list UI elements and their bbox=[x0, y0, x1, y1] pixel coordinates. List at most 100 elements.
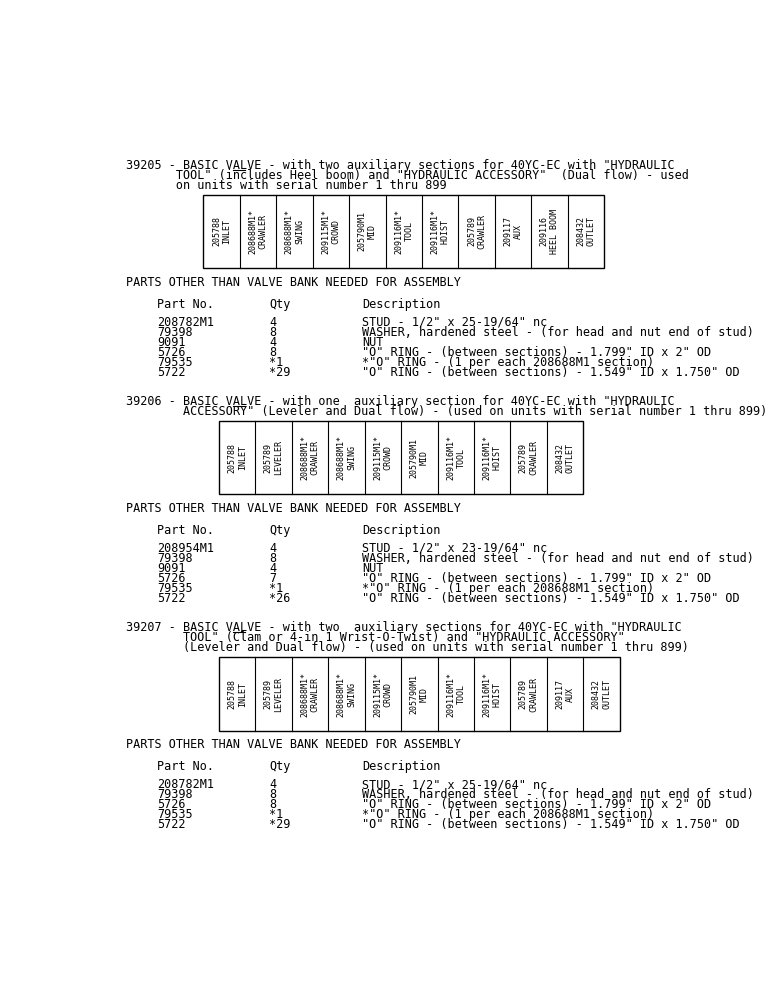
Text: 39207 - BASIC VALVE - with two  auxiliary sections for 40YC-EC with "HYDRAULIC: 39207 - BASIC VALVE - with two auxiliary… bbox=[126, 621, 682, 634]
Text: 205789
LEVELER: 205789 LEVELER bbox=[264, 677, 283, 712]
Text: *"O" RING - (1 per each 208688M1 section): *"O" RING - (1 per each 208688M1 section… bbox=[362, 582, 655, 595]
Text: 9091: 9091 bbox=[157, 562, 185, 575]
Text: "O" RING - (between sections) - 1.549" ID x 1.750" OD: "O" RING - (between sections) - 1.549" I… bbox=[362, 592, 740, 605]
Text: (Leveler and Dual flow) - (used on units with serial number 1 thru 899): (Leveler and Dual flow) - (used on units… bbox=[126, 641, 689, 654]
Text: 208688M1*
SWING: 208688M1* SWING bbox=[337, 672, 356, 717]
Text: 209117
AUX: 209117 AUX bbox=[555, 679, 574, 709]
Text: 205788
INLET: 205788 INLET bbox=[228, 679, 247, 709]
Text: 208432
OUTLET: 208432 OUTLET bbox=[555, 443, 574, 473]
Text: 9091: 9091 bbox=[157, 336, 185, 349]
Text: PARTS OTHER THAN VALVE BANK NEEDED FOR ASSEMBLY: PARTS OTHER THAN VALVE BANK NEEDED FOR A… bbox=[126, 738, 461, 751]
Text: 209116
HEEL BOOM: 209116 HEEL BOOM bbox=[540, 209, 559, 254]
Text: *1: *1 bbox=[269, 356, 283, 369]
Text: 208782M1: 208782M1 bbox=[157, 316, 214, 329]
Text: TOOL" (includes Heel boom) and "HYDRAULIC ACCESSORY"  (Dual flow) - used: TOOL" (includes Heel boom) and "HYDRAULI… bbox=[126, 169, 689, 182]
Text: 205788
INLET: 205788 INLET bbox=[212, 216, 232, 246]
Text: 79535: 79535 bbox=[157, 356, 192, 369]
Text: *"O" RING - (1 per each 208688M1 section): *"O" RING - (1 per each 208688M1 section… bbox=[362, 808, 655, 821]
Text: 209116M1*
HOIST: 209116M1* HOIST bbox=[482, 672, 502, 717]
Text: 8: 8 bbox=[269, 798, 276, 811]
Text: *29: *29 bbox=[269, 366, 291, 379]
Text: 205790M1
MID: 205790M1 MID bbox=[410, 674, 429, 714]
Text: *"O" RING - (1 per each 208688M1 section): *"O" RING - (1 per each 208688M1 section… bbox=[362, 356, 655, 369]
Text: 5722: 5722 bbox=[157, 818, 185, 831]
Text: 209116M1*
TOOL: 209116M1* TOOL bbox=[394, 209, 414, 254]
Text: 208432
OUTLET: 208432 OUTLET bbox=[591, 679, 611, 709]
Text: 79535: 79535 bbox=[157, 582, 192, 595]
Text: 7: 7 bbox=[269, 572, 276, 585]
Text: 208688M1*
CRAWLER: 208688M1* CRAWLER bbox=[249, 209, 268, 254]
Text: 4: 4 bbox=[269, 542, 276, 555]
Text: 205789
LEVELER: 205789 LEVELER bbox=[264, 440, 283, 475]
Text: 39205 - BASIC VALVE - with two auxiliary sections for 40YC-EC with "HYDRAULIC: 39205 - BASIC VALVE - with two auxiliary… bbox=[126, 158, 675, 172]
Text: STUD - 1/2" x 25-19/64" nc: STUD - 1/2" x 25-19/64" nc bbox=[362, 778, 547, 791]
Text: Description: Description bbox=[362, 760, 441, 773]
Text: 208782M1: 208782M1 bbox=[157, 778, 214, 791]
Text: 209115M1*
CROWD: 209115M1* CROWD bbox=[373, 672, 393, 717]
Text: STUD - 1/2" x 23-19/64" nc: STUD - 1/2" x 23-19/64" nc bbox=[362, 542, 547, 555]
Text: 209116M1*
TOOL: 209116M1* TOOL bbox=[446, 672, 466, 717]
Text: "O" RING - (between sections) - 1.549" ID x 1.750" OD: "O" RING - (between sections) - 1.549" I… bbox=[362, 818, 740, 831]
Text: 5726: 5726 bbox=[157, 798, 185, 811]
Text: 209117
AUX: 209117 AUX bbox=[503, 216, 523, 246]
Text: 208954M1: 208954M1 bbox=[157, 542, 214, 555]
Text: 205790M1
MID: 205790M1 MID bbox=[410, 438, 429, 478]
Text: "O" RING - (between sections) - 1.549" ID x 1.750" OD: "O" RING - (between sections) - 1.549" I… bbox=[362, 366, 740, 379]
Text: 208688M1*
SWING: 208688M1* SWING bbox=[337, 435, 356, 480]
Text: 8: 8 bbox=[269, 346, 276, 359]
Text: 205790M1
MID: 205790M1 MID bbox=[357, 211, 377, 251]
Text: "O" RING - (between sections) - 1.799" ID x 2" OD: "O" RING - (between sections) - 1.799" I… bbox=[362, 798, 712, 811]
Text: Qty: Qty bbox=[269, 298, 291, 311]
Text: "O" RING - (between sections) - 1.799" ID x 2" OD: "O" RING - (between sections) - 1.799" I… bbox=[362, 572, 712, 585]
Text: 205789
CRAWLER: 205789 CRAWLER bbox=[519, 440, 538, 475]
Text: NUT: NUT bbox=[362, 562, 384, 575]
Text: 4: 4 bbox=[269, 316, 276, 329]
Text: 5726: 5726 bbox=[157, 572, 185, 585]
Text: WASHER, hardened steel - (for head and nut end of stud): WASHER, hardened steel - (for head and n… bbox=[362, 326, 754, 339]
Text: 205788
INLET: 205788 INLET bbox=[228, 443, 247, 473]
Text: 208688M1*
CRAWLER: 208688M1* CRAWLER bbox=[300, 435, 320, 480]
Bar bbox=[219, 421, 583, 494]
Text: Description: Description bbox=[362, 298, 441, 311]
Text: 209116M1*
TOOL: 209116M1* TOOL bbox=[446, 435, 466, 480]
Text: *26: *26 bbox=[269, 592, 291, 605]
Text: Qty: Qty bbox=[269, 524, 291, 537]
Text: 209116M1*
HOIST: 209116M1* HOIST bbox=[482, 435, 502, 480]
Text: 4: 4 bbox=[269, 562, 276, 575]
Text: 79398: 79398 bbox=[157, 788, 192, 801]
Bar bbox=[204, 195, 604, 268]
Text: 8: 8 bbox=[269, 788, 276, 801]
Text: 208432
OUTLET: 208432 OUTLET bbox=[576, 216, 596, 246]
Text: WASHER, hardened steel - (for head and nut end of stud): WASHER, hardened steel - (for head and n… bbox=[362, 788, 754, 801]
Text: 79535: 79535 bbox=[157, 808, 192, 821]
Text: 39206 - BASIC VALVE - with one  auxiliary section for 40YC-EC with "HYDRAULIC: 39206 - BASIC VALVE - with one auxiliary… bbox=[126, 395, 675, 408]
Text: 5722: 5722 bbox=[157, 366, 185, 379]
Text: 209115M1*
CROWD: 209115M1* CROWD bbox=[373, 435, 393, 480]
Text: 209116M1*
HOIST: 209116M1* HOIST bbox=[431, 209, 450, 254]
Text: 4: 4 bbox=[269, 336, 276, 349]
Text: 208688M1*
CRAWLER: 208688M1* CRAWLER bbox=[300, 672, 320, 717]
Text: 79398: 79398 bbox=[157, 326, 192, 339]
Text: Description: Description bbox=[362, 524, 441, 537]
Text: 208688M1*
SWING: 208688M1* SWING bbox=[285, 209, 304, 254]
Text: 205789
CRAWLER: 205789 CRAWLER bbox=[467, 214, 486, 249]
Text: 205789
CRAWLER: 205789 CRAWLER bbox=[519, 677, 538, 712]
Text: *1: *1 bbox=[269, 582, 283, 595]
Text: Qty: Qty bbox=[269, 760, 291, 773]
Text: 8: 8 bbox=[269, 326, 276, 339]
Text: ACCESSORY" (Leveler and Dual flow) - (used on units with serial number 1 thru 89: ACCESSORY" (Leveler and Dual flow) - (us… bbox=[126, 405, 767, 418]
Text: 4: 4 bbox=[269, 778, 276, 791]
Text: "O" RING - (between sections) - 1.799" ID x 2" OD: "O" RING - (between sections) - 1.799" I… bbox=[362, 346, 712, 359]
Text: PARTS OTHER THAN VALVE BANK NEEDED FOR ASSEMBLY: PARTS OTHER THAN VALVE BANK NEEDED FOR A… bbox=[126, 276, 461, 289]
Text: PARTS OTHER THAN VALVE BANK NEEDED FOR ASSEMBLY: PARTS OTHER THAN VALVE BANK NEEDED FOR A… bbox=[126, 502, 461, 515]
Text: on units with serial number 1 thru 899: on units with serial number 1 thru 899 bbox=[126, 179, 446, 192]
Text: Part No.: Part No. bbox=[157, 760, 214, 773]
Text: Part No.: Part No. bbox=[157, 524, 214, 537]
Text: WASHER, hardened steel - (for head and nut end of stud): WASHER, hardened steel - (for head and n… bbox=[362, 552, 754, 565]
Text: Part No.: Part No. bbox=[157, 298, 214, 311]
Text: 5722: 5722 bbox=[157, 592, 185, 605]
Text: 8: 8 bbox=[269, 552, 276, 565]
Text: 5726: 5726 bbox=[157, 346, 185, 359]
Bar bbox=[219, 657, 620, 731]
Text: STUD - 1/2" x 25-19/64" nc: STUD - 1/2" x 25-19/64" nc bbox=[362, 316, 547, 329]
